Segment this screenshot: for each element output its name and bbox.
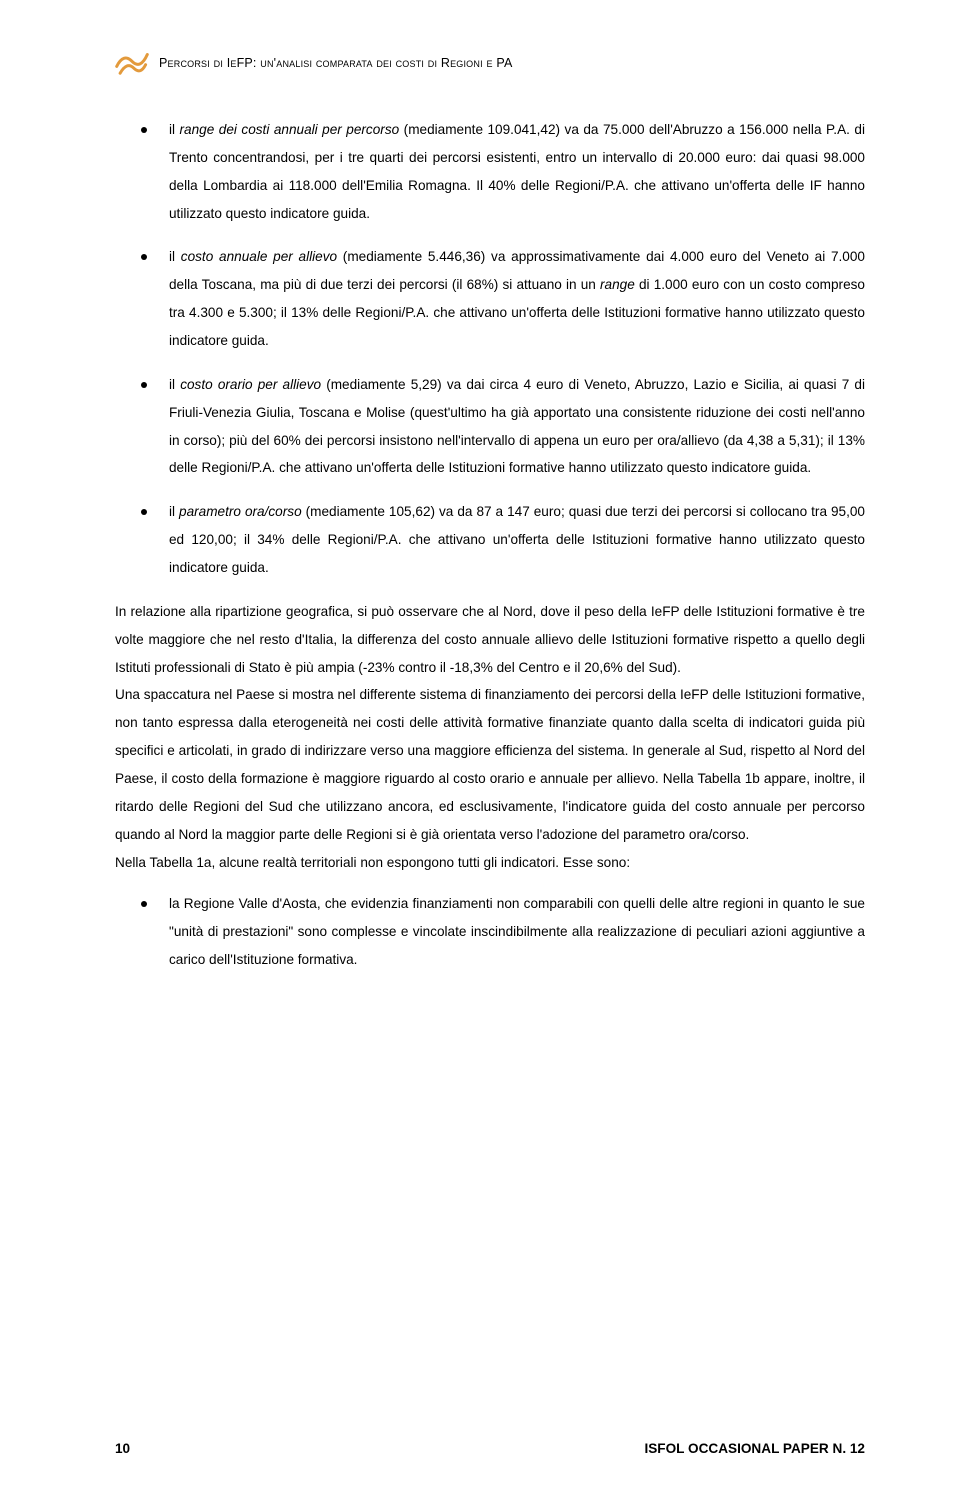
bullet-marker [141, 254, 147, 260]
logo-icon [115, 48, 149, 78]
bullet-item: il costo orario per allievo (mediamente … [115, 371, 865, 482]
page-footer: 10 ISFOL OCCASIONAL PAPER N. 12 [115, 1441, 865, 1456]
page-header: Percorsi di IeFP: un'analisi comparata d… [115, 48, 865, 78]
header-title: Percorsi di IeFP: un'analisi comparata d… [159, 56, 512, 70]
bullet-text: il costo orario per allievo (mediamente … [169, 371, 865, 482]
sub-bullet-item: la Regione Valle d'Aosta, che evidenzia … [115, 890, 865, 974]
bullet-text: il costo annuale per allievo (mediamente… [169, 243, 865, 354]
footer-label: ISFOL OCCASIONAL PAPER N. 12 [644, 1441, 865, 1456]
bullet-text: il parametro ora/corso (mediamente 105,6… [169, 498, 865, 582]
bullet-item: il costo annuale per allievo (mediamente… [115, 243, 865, 354]
bullet-text: il range dei costi annuali per percorso … [169, 116, 865, 227]
sub-bullet-text: la Regione Valle d'Aosta, che evidenzia … [169, 890, 865, 974]
main-content: il range dei costi annuali per percorso … [115, 116, 865, 974]
bullet-marker [141, 901, 147, 907]
bullet-item: il parametro ora/corso (mediamente 105,6… [115, 498, 865, 582]
bullet-item: il range dei costi annuali per percorso … [115, 116, 865, 227]
paragraph: In relazione alla ripartizione geografic… [115, 598, 865, 682]
bullet-marker [141, 382, 147, 388]
paragraph: Una spaccatura nel Paese si mostra nel d… [115, 681, 865, 848]
paragraph: Nella Tabella 1a, alcune realtà territor… [115, 849, 865, 877]
bullet-marker [141, 509, 147, 515]
page-number: 10 [115, 1441, 130, 1456]
bullet-marker [141, 127, 147, 133]
